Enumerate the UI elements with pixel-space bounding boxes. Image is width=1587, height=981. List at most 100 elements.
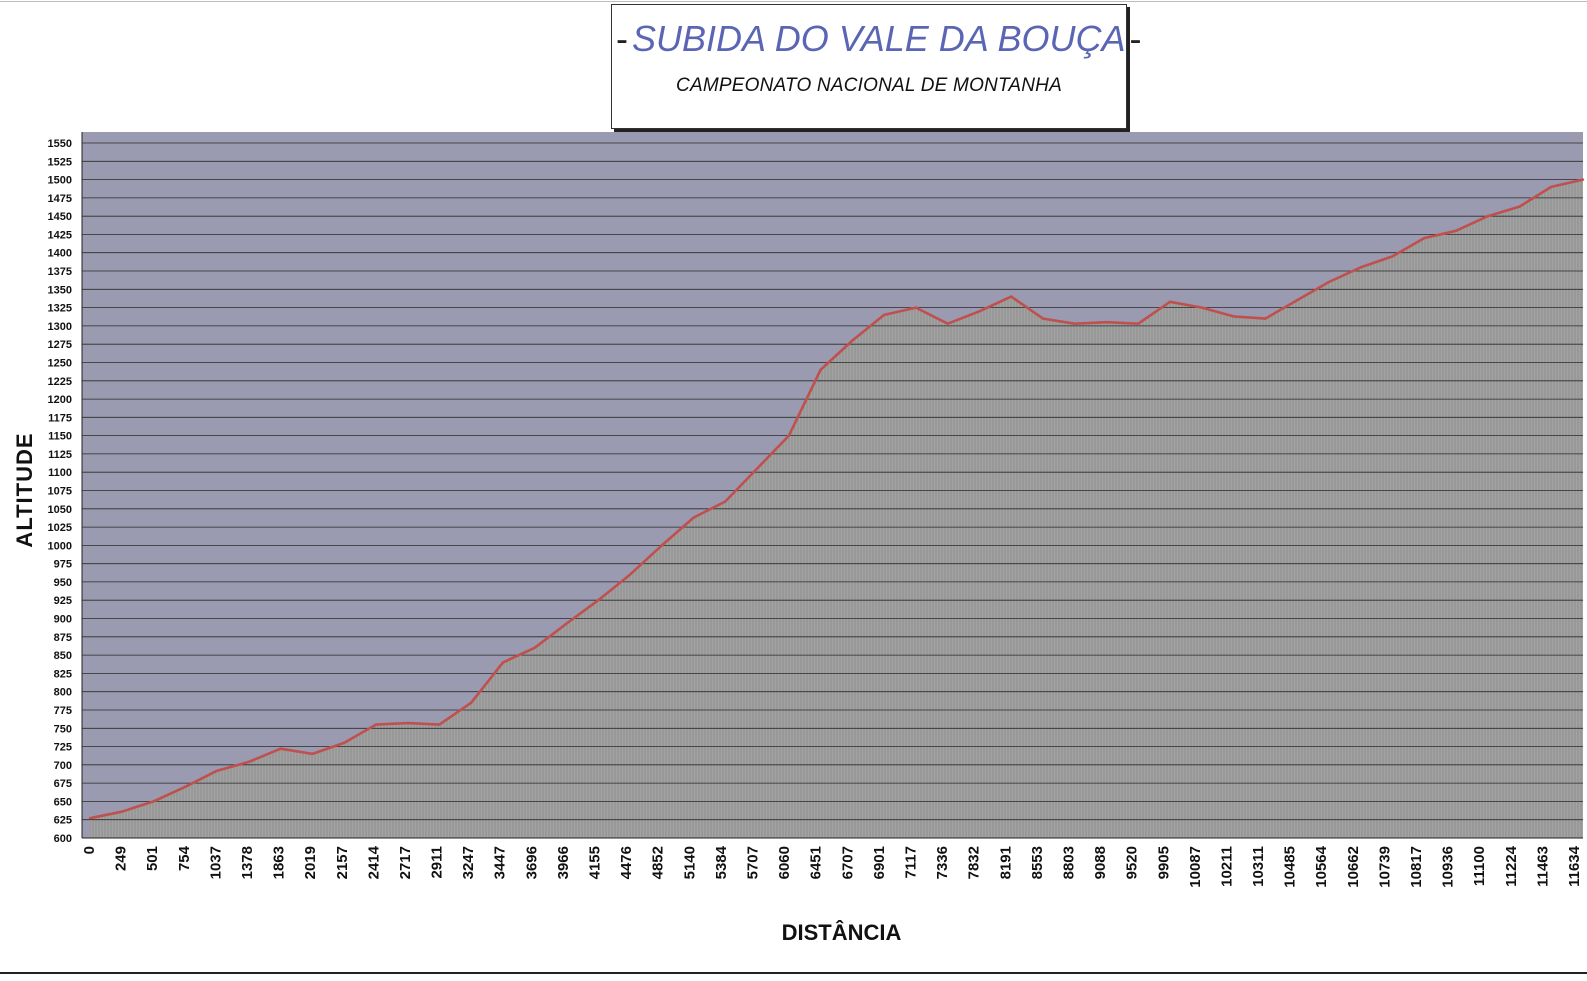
- data-point: [1168, 300, 1172, 303]
- y-tick-label: 1050: [48, 504, 72, 516]
- y-tick-label: 1450: [48, 211, 72, 223]
- y-tick-label: 1125: [48, 449, 72, 461]
- chart-subtitle: CAMPEONATO NACIONAL DE MONTANHA: [676, 75, 1062, 96]
- x-tick-label: 10662: [1345, 846, 1362, 888]
- x-tick-label: 10564: [1313, 845, 1330, 887]
- x-tick-label: 5140: [681, 846, 698, 879]
- y-tick-label: 900: [54, 614, 72, 626]
- x-tick-label: 2157: [334, 846, 351, 879]
- data-point: [533, 646, 536, 649]
- data-point: [1359, 266, 1362, 269]
- data-point: [1327, 280, 1331, 284]
- y-tick-label: 850: [54, 650, 72, 662]
- y-tick-label: 1350: [48, 284, 72, 296]
- data-point: [374, 723, 378, 726]
- x-tick-label: 2911: [429, 846, 446, 879]
- x-tick-label: 7832: [966, 846, 983, 879]
- y-tick-label: 650: [54, 796, 72, 808]
- x-tick-label: 1378: [239, 846, 256, 879]
- data-point: [1518, 205, 1521, 208]
- y-tick-label: 825: [54, 668, 72, 680]
- x-tick-label: 6707: [839, 846, 856, 879]
- x-tick-label: 9520: [1124, 846, 1141, 879]
- y-tick-label: 1400: [48, 248, 72, 260]
- y-tick-label: 975: [54, 559, 72, 571]
- data-point: [1581, 178, 1585, 181]
- x-tick-label: 2019: [302, 846, 319, 879]
- data-point: [279, 747, 282, 750]
- x-tick-label: 3696: [523, 846, 540, 879]
- chart-title: - SUBIDA DO VALE DA BOUÇA -: [612, 17, 1141, 61]
- x-tick-label: 501: [144, 846, 161, 871]
- x-tick-label: 10739: [1376, 846, 1393, 888]
- chart-title-box: - SUBIDA DO VALE DA BOUÇA - CAMPEONATO NAC…: [611, 4, 1141, 129]
- x-tick-label: 7336: [934, 846, 951, 879]
- data-point: [1295, 299, 1299, 302]
- x-tick-label: 2414: [365, 845, 382, 879]
- y-axis-label-box: ALTITUDE: [0, 420, 50, 560]
- y-tick-label: 1175: [48, 412, 72, 424]
- y-tick-label: 750: [54, 723, 72, 735]
- x-tick-label: 249: [113, 846, 130, 871]
- x-tick-label: 6901: [871, 846, 888, 879]
- x-tick-label: 1037: [207, 846, 224, 879]
- data-point: [914, 306, 918, 309]
- x-tick-label: 1863: [271, 846, 288, 879]
- chart-title-text: SUBIDA DO VALE DA BOUÇA: [632, 18, 1126, 59]
- data-point: [660, 544, 663, 547]
- data-point: [882, 313, 886, 317]
- x-tick-label: 8191: [997, 846, 1014, 879]
- data-point: [724, 500, 727, 503]
- data-point: [501, 661, 505, 664]
- data-point: [1423, 236, 1426, 240]
- data-point: [1232, 315, 1235, 318]
- data-point: [1073, 322, 1076, 325]
- data-point: [1200, 306, 1204, 309]
- data-point: [978, 310, 981, 313]
- x-tick-label: 6451: [808, 846, 825, 879]
- y-tick-label: 1275: [48, 339, 72, 351]
- y-tick-label: 1525: [48, 156, 72, 168]
- x-tick-label: 3447: [492, 846, 509, 879]
- y-tick-label: 625: [54, 815, 72, 827]
- y-tick-label: 950: [54, 577, 72, 589]
- plot-area: 600 625 650 675 700 725 750 775 800 825 850 875 900 9…: [48, 132, 1585, 888]
- x-tick-label: 10485: [1282, 846, 1299, 888]
- y-tick-label: 725: [54, 742, 72, 754]
- data-point: [406, 721, 409, 725]
- data-point: [946, 322, 949, 325]
- y-tick-label: 1500: [48, 175, 72, 187]
- x-tick-label: 11634: [1566, 845, 1583, 887]
- x-tick-label: 11463: [1534, 846, 1551, 887]
- data-point: [1010, 295, 1013, 298]
- y-tick-label: 1225: [48, 376, 72, 388]
- data-point: [1550, 185, 1553, 189]
- y-tick-label: 1425: [48, 229, 72, 241]
- data-point: [628, 573, 632, 576]
- x-tick-label: 3247: [460, 846, 477, 879]
- data-point: [819, 368, 822, 371]
- y-tick-label: 875: [54, 632, 72, 644]
- x-tick-label: 10087: [1187, 846, 1204, 888]
- data-point: [851, 339, 854, 342]
- data-point: [1486, 215, 1489, 218]
- data-point: [438, 723, 441, 726]
- x-tick-label: 5707: [744, 846, 761, 879]
- y-tick-label: 1200: [48, 394, 72, 406]
- x-tick-label: 10311: [1250, 846, 1267, 887]
- data-point: [311, 752, 314, 756]
- y-axis-label: ALTITUDE: [12, 432, 37, 548]
- y-tick-label: 1475: [48, 193, 72, 205]
- x-tick-label: 4476: [618, 846, 635, 879]
- x-tick-label: 0: [81, 846, 98, 854]
- x-tick-label: 9088: [1092, 846, 1109, 879]
- x-tick-label: 4852: [650, 846, 667, 879]
- data-point: [1137, 322, 1140, 325]
- y-tick-label: 1025: [48, 522, 72, 534]
- x-tick-label: 7117: [902, 846, 919, 879]
- y-tick-label: 925: [54, 595, 72, 607]
- elevation-chart: 600 625 650 675 700 725 750 775 800 825 850 875 900 9…: [48, 132, 1585, 888]
- x-tick-label: 10936: [1440, 846, 1457, 888]
- x-axis-label: DISTÂNCIA: [781, 920, 902, 945]
- x-tick-label: 8803: [1060, 846, 1077, 879]
